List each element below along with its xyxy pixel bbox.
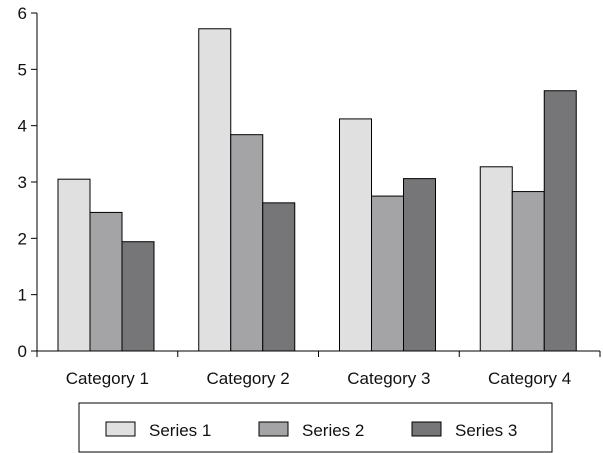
y-tick-label: 1 [18, 286, 27, 305]
category-label: Category 4 [488, 369, 571, 388]
x-axis: Category 1 Category 2 Category 3 Category 4 [36, 350, 601, 388]
legend-swatch-series-1 [105, 421, 136, 437]
bar-series-1-category-3 [339, 118, 372, 352]
y-tick-label: 2 [18, 229, 27, 248]
y-tick-label: 5 [18, 60, 27, 79]
bar-series-2-category-2 [230, 134, 264, 352]
bars [57, 28, 577, 352]
bar-series-3-category-3 [403, 178, 436, 352]
y-tick-label: 0 [18, 342, 27, 361]
y-tick-label: 4 [18, 117, 27, 136]
category-label: Category 1 [66, 369, 149, 388]
legend-box [78, 402, 553, 453]
bar-series-1-category-4 [479, 166, 513, 352]
bar-series-3-category-2 [262, 202, 296, 352]
y-tick-label: 3 [18, 173, 27, 192]
legend-label-series-3: Series 3 [455, 421, 517, 440]
legend-swatch-series-3 [411, 421, 442, 437]
bar-series-1-category-1 [57, 178, 91, 352]
category-label: Category 2 [207, 369, 290, 388]
legend-label-series-2: Series 2 [302, 421, 364, 440]
bar-series-1-category-2 [198, 28, 232, 352]
bar-series-2-category-4 [511, 191, 545, 352]
bar-series-3-category-1 [121, 241, 155, 352]
legend-label-series-1: Series 1 [149, 421, 211, 440]
y-axis: 0 1 2 3 4 5 6 [18, 4, 38, 361]
bar-series-2-category-3 [371, 195, 404, 352]
bar-series-2-category-1 [89, 211, 123, 352]
legend: Series 1 Series 2 Series 3 [78, 402, 553, 453]
y-tick-label: 6 [18, 4, 27, 23]
legend-swatch-series-2 [258, 421, 289, 437]
category-label: Category 3 [347, 369, 430, 388]
bar-series-3-category-4 [543, 90, 577, 352]
